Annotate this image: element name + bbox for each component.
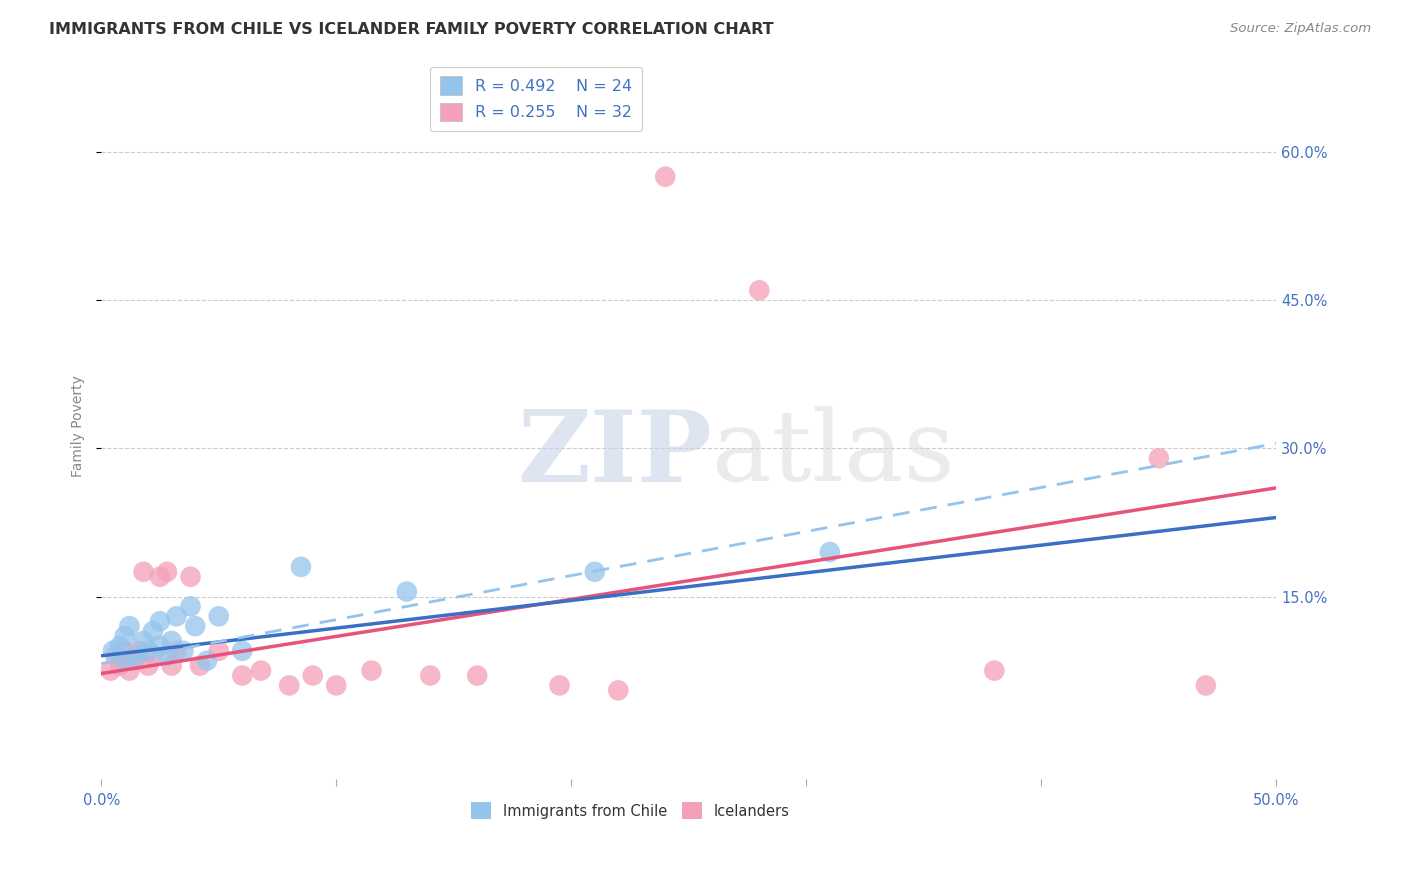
Point (100, 664, 122, 678)
Point (165, 644, 187, 658)
Point (301, 668, 323, 682)
Point (548, 678, 571, 692)
Point (360, 664, 382, 678)
Point (101, 644, 124, 658)
Point (325, 678, 347, 692)
Point (136, 658, 159, 673)
Point (983, 664, 1005, 678)
Point (1147, 451, 1170, 466)
Point (149, 639, 172, 653)
Point (583, 565, 606, 579)
Point (290, 560, 312, 574)
Point (278, 678, 301, 692)
Point (122, 654, 145, 668)
Point (114, 629, 136, 643)
Point (231, 644, 253, 658)
Point (142, 624, 165, 638)
Text: Source: ZipAtlas.com: Source: ZipAtlas.com (1230, 22, 1371, 36)
Legend: Immigrants from Chile, Icelanders: Immigrants from Chile, Icelanders (465, 797, 796, 825)
Text: ZIP: ZIP (517, 406, 713, 503)
Text: IMMIGRANTS FROM CHILE VS ICELANDER FAMILY POVERTY CORRELATION CHART: IMMIGRANTS FROM CHILE VS ICELANDER FAMIL… (49, 22, 773, 37)
Point (108, 658, 131, 673)
Point (208, 609, 231, 624)
Point (195, 654, 218, 668)
Point (156, 648, 179, 663)
Point (108, 639, 131, 653)
Point (165, 609, 187, 624)
Point (231, 668, 253, 682)
Point (136, 644, 159, 658)
Point (114, 654, 136, 668)
Point (160, 634, 183, 648)
Point (128, 644, 150, 658)
Point (156, 565, 179, 579)
Point (142, 648, 165, 663)
Point (184, 619, 207, 633)
Point (419, 668, 441, 682)
Point (748, 283, 770, 297)
Point (180, 570, 202, 584)
Point (149, 570, 172, 584)
Y-axis label: Family Poverty: Family Poverty (72, 376, 86, 477)
Point (104, 648, 127, 663)
Point (607, 683, 630, 698)
Point (395, 584, 418, 599)
Point (172, 644, 194, 658)
Point (180, 599, 202, 614)
Point (114, 644, 136, 658)
Point (188, 658, 211, 673)
Point (250, 664, 273, 678)
Point (654, 169, 676, 184)
Point (149, 614, 172, 628)
Point (132, 565, 155, 579)
Point (125, 648, 148, 663)
Point (1195, 678, 1218, 692)
Point (118, 619, 141, 633)
Text: atlas: atlas (713, 407, 955, 502)
Point (160, 658, 183, 673)
Point (818, 545, 841, 559)
Point (118, 664, 141, 678)
Point (132, 634, 155, 648)
Point (465, 668, 488, 682)
Point (208, 644, 231, 658)
